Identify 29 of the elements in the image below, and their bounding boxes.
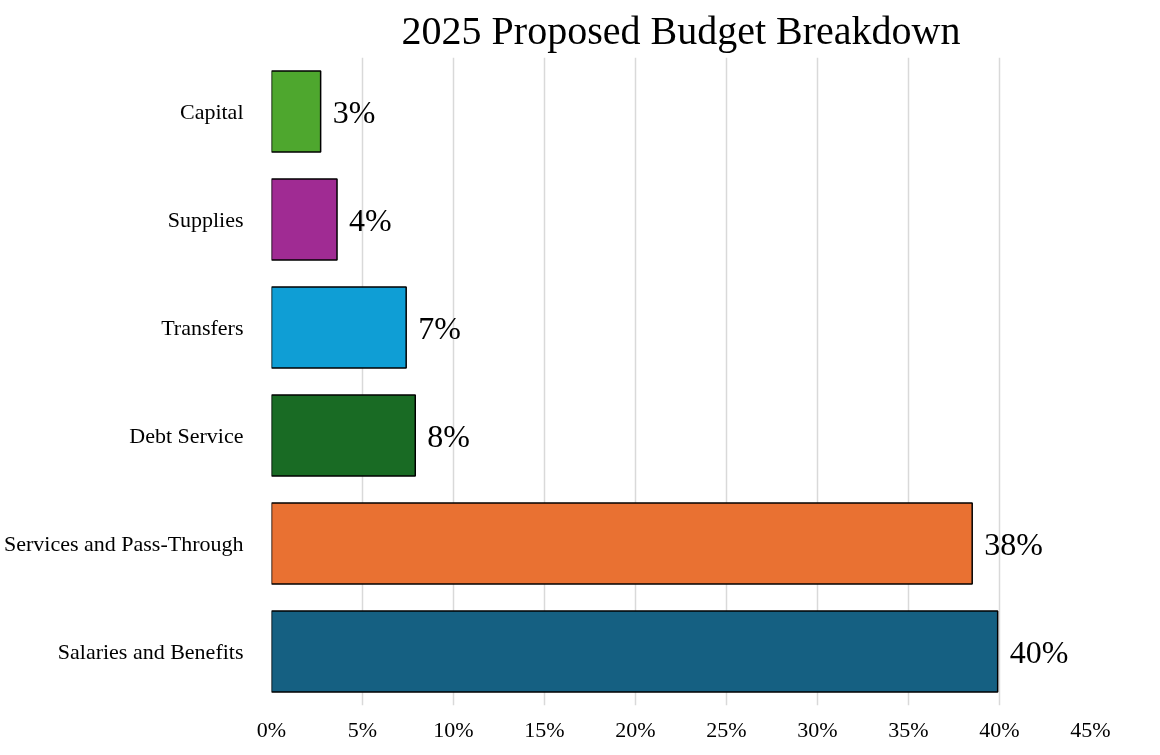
data-label: 38% (984, 525, 1043, 562)
y-tick-label: Supplies (167, 207, 244, 232)
y-tick-label: Debt Service (129, 423, 244, 448)
bar (271, 178, 338, 261)
y-tick-label: Salaries and Benefits (57, 639, 244, 664)
bar (271, 70, 322, 153)
y-tick-label: Transfers (161, 315, 244, 340)
x-tick-label: 45% (1070, 716, 1111, 742)
x-tick-label: 5% (347, 716, 378, 742)
data-label: 4% (349, 201, 392, 238)
bar (271, 394, 417, 477)
chart-title: 2025 Proposed Budget Breakdown (401, 7, 961, 53)
data-label: 7% (418, 309, 461, 346)
x-tick-label: 40% (979, 716, 1020, 742)
bar (271, 610, 999, 693)
x-tick-label: 15% (524, 716, 565, 742)
y-tick-label: Capital (179, 99, 244, 124)
bar (271, 286, 407, 369)
x-tick-label: 0% (256, 716, 287, 742)
x-tick-label: 35% (888, 716, 929, 742)
data-label: 40% (1009, 633, 1069, 670)
bar (271, 502, 973, 585)
data-label: 8% (427, 417, 470, 454)
y-tick-label: Services and Pass-Through (3, 531, 244, 556)
x-tick-label: 20% (615, 716, 656, 742)
data-label: 3% (332, 93, 376, 130)
x-tick-label: 10% (433, 716, 474, 742)
x-tick-label: 25% (706, 716, 747, 742)
x-tick-label: 30% (797, 716, 838, 742)
